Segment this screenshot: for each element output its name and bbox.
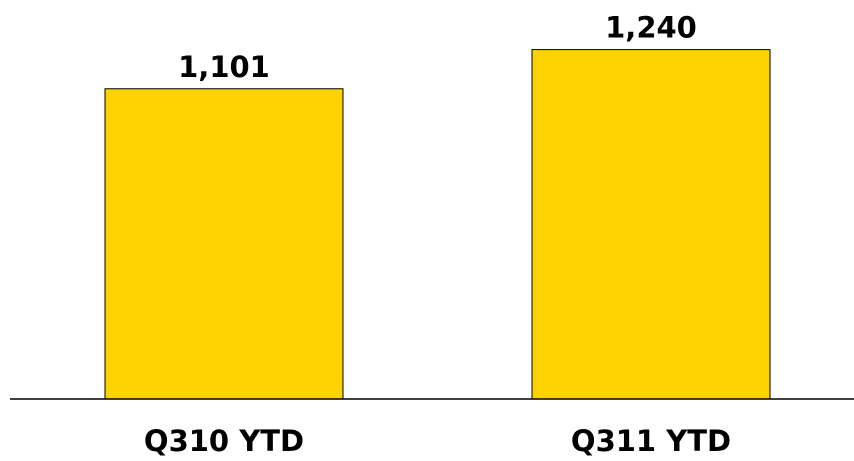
x-tick-label-2: Q311 YTD [571, 424, 731, 458]
bar-1 [104, 88, 344, 400]
data-label-1: 1,101 [178, 50, 270, 84]
bar-2 [531, 49, 771, 400]
data-labels-layer: 1,101 1,240 [178, 11, 697, 84]
x-tick-labels-layer: Q310 YTD Q311 YTD [144, 424, 731, 458]
bars-layer [104, 49, 771, 400]
data-label-2: 1,240 [605, 11, 697, 45]
x-tick-label-1: Q310 YTD [144, 424, 304, 458]
